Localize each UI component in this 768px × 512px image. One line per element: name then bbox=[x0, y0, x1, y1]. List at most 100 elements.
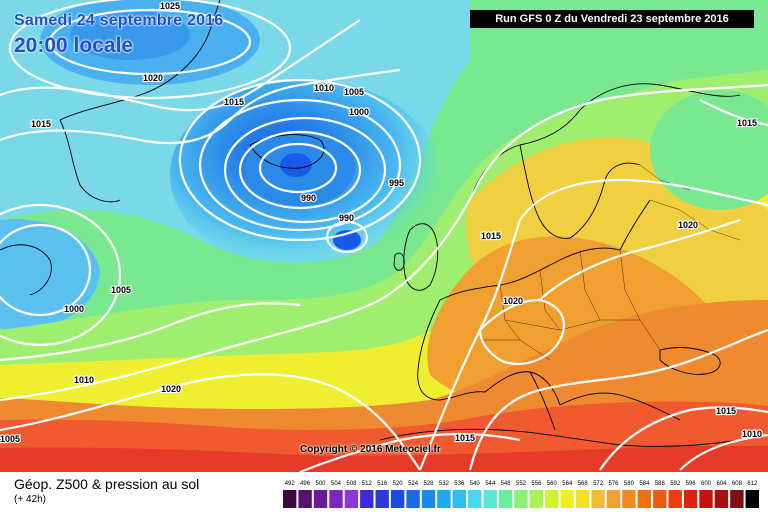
scale-swatch bbox=[622, 490, 636, 508]
scale-swatch bbox=[452, 490, 466, 508]
scale-swatch bbox=[514, 490, 528, 508]
scale-tick-label: 576 bbox=[608, 481, 619, 487]
scale-swatch bbox=[283, 490, 297, 508]
legend-title: Géop. Z500 & pression au sol bbox=[14, 476, 200, 492]
isobar-label: 1005 bbox=[0, 434, 20, 444]
scale-swatch bbox=[344, 490, 359, 508]
scale-swatch bbox=[606, 490, 621, 508]
scale-swatch bbox=[637, 490, 651, 508]
field-east-green bbox=[650, 90, 768, 210]
field-deep-red-south bbox=[0, 446, 768, 472]
isobar-low-990b bbox=[258, 142, 338, 194]
isobar-europe-high bbox=[478, 298, 566, 365]
scale-swatch bbox=[714, 490, 729, 508]
field-low-eye-1 bbox=[280, 153, 312, 177]
isobar-mid bbox=[468, 328, 768, 471]
isobar-labels: 1025 1020 1015 1015 1010 1005 1000 995 9… bbox=[0, 0, 763, 445]
scale-swatch bbox=[498, 490, 513, 508]
scale-tick-label: 500 bbox=[315, 481, 326, 487]
isobar-nw-1 bbox=[48, 8, 252, 76]
scale-swatch bbox=[329, 490, 343, 508]
isobar-label: 1010 bbox=[314, 83, 334, 93]
isobar-label: 1015 bbox=[455, 433, 475, 443]
scale-swatch bbox=[483, 490, 497, 508]
scale-tick-label: 608 bbox=[732, 481, 743, 487]
scale-tick-label: 492 bbox=[285, 481, 296, 487]
isobar-label: 1015 bbox=[224, 97, 244, 107]
scale-tick-label: 540 bbox=[470, 481, 481, 487]
scale-tick-label: 536 bbox=[454, 481, 465, 487]
borders bbox=[480, 164, 741, 361]
isobar-label: 1020 bbox=[161, 384, 181, 394]
run-banner: Run GFS 0 Z du Vendredi 23 septembre 201… bbox=[470, 10, 754, 28]
copyright-notice: Copyright © 2016 Meteociel.fr bbox=[300, 444, 441, 455]
isobar-low-eye2 bbox=[325, 220, 369, 254]
scale-tick-label: 564 bbox=[562, 481, 573, 487]
isobar-low-990a bbox=[238, 130, 362, 210]
scale-tick-label: 588 bbox=[655, 481, 666, 487]
isobar-low-995 bbox=[223, 116, 387, 224]
isobar-1010-se bbox=[679, 433, 768, 471]
field-nw-low-core bbox=[70, 10, 190, 60]
isobar-label: 1010 bbox=[74, 375, 94, 385]
color-scale: 492 496 500 504 508 512 516 520 524 528 532 536 540 5… bbox=[283, 481, 759, 508]
isobar-nw-2 bbox=[8, 0, 292, 100]
isobar-label: 1020 bbox=[678, 220, 698, 230]
isobar-1020-s bbox=[0, 373, 421, 471]
isobar-label: 1005 bbox=[111, 285, 131, 295]
legend-bar: Géop. Z500 & pression au sol (+ 42h) 492… bbox=[0, 472, 768, 512]
scale-tick-label: 552 bbox=[516, 481, 527, 487]
scale-tick-label: 504 bbox=[331, 481, 342, 487]
isobar-label: 1010 bbox=[742, 429, 762, 439]
scale-swatch bbox=[591, 490, 605, 508]
isobar-south bbox=[299, 432, 521, 472]
scale-tick-label: 508 bbox=[346, 481, 357, 487]
isobar-low-1005 bbox=[178, 78, 422, 242]
isobar-1015-se bbox=[599, 406, 768, 471]
scale-tick-label: 532 bbox=[439, 481, 450, 487]
scale-swatch bbox=[653, 490, 667, 508]
isobar-label: 1015 bbox=[481, 231, 501, 241]
scale-tick-label: 544 bbox=[485, 481, 496, 487]
scale-swatch bbox=[699, 490, 713, 508]
scale-swatch bbox=[745, 490, 759, 508]
scale-tick-label: 572 bbox=[593, 481, 604, 487]
scale-swatch bbox=[668, 490, 682, 508]
scale-swatch bbox=[576, 490, 590, 508]
isobar-ridge-1 bbox=[379, 83, 768, 301]
isobar-1020-east bbox=[539, 218, 741, 301]
scale-swatch bbox=[313, 490, 328, 508]
scale-tick-label: 524 bbox=[408, 481, 419, 487]
isobar-label: 995 bbox=[389, 178, 404, 188]
scale-tick-label: 548 bbox=[501, 481, 512, 487]
scale-swatch bbox=[375, 490, 389, 508]
scale-swatch bbox=[437, 490, 451, 508]
coastlines bbox=[0, 0, 741, 447]
isobar-label: 990 bbox=[301, 193, 316, 203]
isobar-label: 1015 bbox=[716, 406, 736, 416]
isobars bbox=[0, 0, 768, 472]
isobar-w-1 bbox=[0, 223, 92, 317]
scale-swatch bbox=[406, 490, 420, 508]
scale-tick-label: 600 bbox=[701, 481, 712, 487]
isobar-w-2 bbox=[0, 203, 122, 347]
scale-swatch bbox=[390, 490, 405, 508]
scale-swatch bbox=[360, 490, 374, 508]
scale-tick-label: 560 bbox=[547, 481, 558, 487]
isobar-label: 1015 bbox=[737, 118, 757, 128]
scale-tick-label: 612 bbox=[747, 481, 758, 487]
isobar-label: 1005 bbox=[344, 87, 364, 97]
forecast-date: Samedi 24 septembre 2016 bbox=[14, 12, 224, 29]
isobar-1010-nw bbox=[0, 68, 401, 145]
scale-tick-label: 512 bbox=[362, 481, 373, 487]
scale-swatch bbox=[545, 490, 559, 508]
isobar-label: 990 bbox=[339, 213, 354, 223]
scale-tick-label: 580 bbox=[624, 481, 635, 487]
legend-subtitle: (+ 42h) bbox=[14, 494, 46, 505]
scale-tick-label: 568 bbox=[578, 481, 589, 487]
forecast-map: 1025 1020 1015 1015 1010 1005 1000 995 9… bbox=[0, 0, 768, 472]
isobar-label: 1000 bbox=[64, 304, 84, 314]
isobar-1010-s bbox=[0, 302, 301, 362]
scale-tick-label: 556 bbox=[531, 481, 542, 487]
scale-swatch bbox=[421, 490, 436, 508]
